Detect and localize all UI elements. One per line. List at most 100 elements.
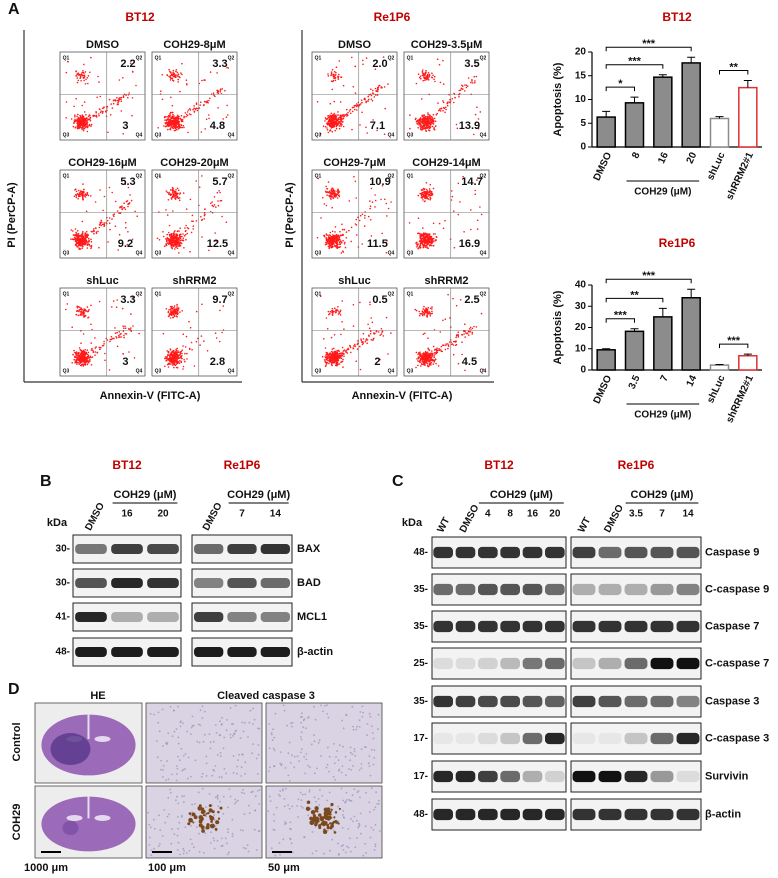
flow-event — [115, 306, 118, 309]
flow-event — [215, 206, 217, 208]
band — [572, 770, 596, 783]
flow-event — [438, 109, 440, 112]
band — [111, 611, 143, 623]
flow-event — [434, 358, 437, 361]
flow-event — [324, 190, 327, 193]
quadrant-label: Q3 — [315, 132, 322, 138]
flow-event — [175, 234, 178, 237]
flow-event — [109, 340, 111, 343]
flow-event — [435, 362, 437, 365]
flow-event — [169, 75, 172, 77]
flow-event — [79, 356, 81, 358]
flow-event — [184, 227, 186, 229]
flow-event — [225, 242, 228, 244]
flow-event — [359, 368, 362, 371]
flow-event — [337, 114, 339, 116]
flow-event — [335, 364, 337, 367]
band — [545, 657, 565, 670]
kda-label: kDa — [47, 517, 68, 529]
flow-event — [439, 331, 442, 333]
flow-event — [431, 192, 434, 195]
flow-event — [352, 347, 355, 350]
flow-event — [356, 348, 359, 350]
flow-event — [369, 200, 371, 202]
quadrant-label: Q3 — [63, 368, 70, 374]
band — [455, 583, 476, 596]
flow-event — [169, 236, 172, 238]
flow-event — [82, 311, 85, 314]
band — [650, 546, 674, 559]
flow-event — [342, 84, 345, 87]
flow-event — [377, 85, 380, 87]
flow-event — [99, 95, 102, 98]
x-tick-label: 8 — [630, 150, 643, 160]
flow-event — [434, 80, 436, 83]
band — [455, 620, 476, 633]
flow-event — [135, 84, 137, 87]
flow-event — [435, 236, 438, 238]
flow-event — [76, 359, 78, 361]
flow-event — [419, 237, 422, 240]
band — [650, 657, 674, 670]
band — [624, 808, 648, 821]
band — [111, 577, 143, 589]
flow-event — [95, 232, 98, 235]
flow-event — [82, 76, 85, 79]
flow-event — [82, 230, 84, 233]
flow-event — [440, 107, 443, 110]
error-bar — [687, 56, 696, 63]
band — [147, 543, 179, 555]
band — [650, 695, 674, 708]
y-tick-label: 40 — [575, 280, 587, 291]
quadrant-label: Q3 — [155, 368, 162, 374]
flow-event — [170, 306, 173, 309]
band — [433, 546, 453, 559]
flow-event — [165, 238, 167, 240]
flow-event — [80, 364, 83, 366]
flow-event — [99, 111, 102, 114]
flow-event — [85, 114, 87, 116]
flow-event — [390, 332, 392, 334]
flow-event — [216, 89, 218, 92]
flow-event — [432, 74, 434, 77]
flow-event — [195, 107, 198, 110]
flow-event — [186, 352, 188, 355]
chart-title: Re1P6 — [659, 236, 696, 250]
flow-event — [100, 346, 102, 349]
flow-event — [421, 314, 424, 317]
flow-event — [336, 235, 339, 238]
flow-event — [333, 347, 335, 350]
flow-event — [121, 208, 123, 210]
flow-event — [444, 111, 446, 114]
flow-event — [330, 80, 333, 82]
flow-event — [75, 354, 77, 357]
flow-event — [419, 120, 422, 122]
flow-event — [206, 350, 209, 352]
flow-event — [71, 362, 73, 364]
flow-event — [422, 69, 424, 71]
flow-event — [82, 71, 84, 74]
flow-event — [421, 121, 423, 124]
flow-event — [90, 342, 93, 344]
flow-event — [474, 113, 477, 116]
flow-event — [208, 99, 210, 102]
flow-event — [83, 314, 85, 317]
quadrant-label: Q2 — [388, 55, 395, 61]
flow-event — [434, 233, 436, 235]
flow-event — [185, 238, 187, 241]
flow-event — [438, 349, 441, 352]
flow-event — [86, 76, 89, 79]
flow-event — [108, 98, 111, 101]
flow-event — [414, 308, 417, 311]
flow-event — [374, 194, 376, 196]
quadrant-value: 13.9 — [459, 120, 480, 132]
flow-event — [79, 240, 81, 242]
band — [433, 657, 453, 670]
flow-event — [171, 311, 174, 313]
band — [650, 770, 674, 783]
flow-event — [195, 220, 198, 222]
flow-event — [446, 104, 449, 107]
flow-event — [457, 362, 460, 365]
flow-event — [81, 351, 83, 354]
flow-event — [175, 312, 177, 315]
